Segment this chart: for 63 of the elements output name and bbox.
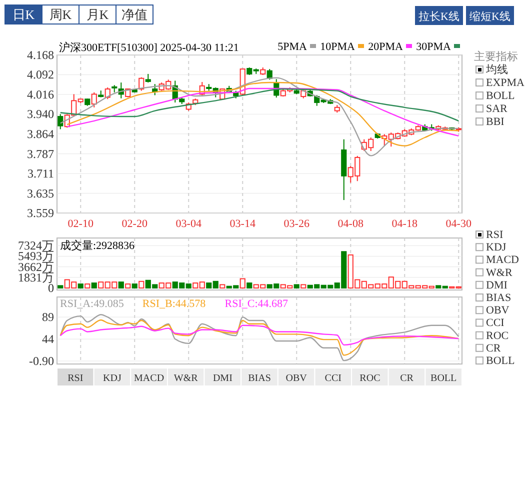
x-tick-label: 03-26 xyxy=(284,218,310,230)
y-tick-label: 44 xyxy=(42,332,54,346)
text: 周K xyxy=(49,7,72,22)
text: MACD xyxy=(486,254,520,266)
x-tick-label: 04-30 xyxy=(446,218,472,230)
text: DMI xyxy=(486,279,508,292)
text: 拉长K线 xyxy=(418,10,460,23)
text: SAR xyxy=(486,103,508,115)
x-tick-label: 03-14 xyxy=(230,218,256,230)
y-tick-label: 3.787 xyxy=(27,146,54,161)
text: BBI xyxy=(486,116,505,128)
x-tick-label: 03-04 xyxy=(176,218,202,230)
annotation: 成交量:2928836 xyxy=(60,239,136,252)
text: MACD xyxy=(134,373,164,384)
text: BOLL xyxy=(430,373,457,384)
text: CR xyxy=(486,342,502,354)
series-label: RSI_C:44.687 xyxy=(224,298,289,310)
y-tick-label: 4.016 xyxy=(27,87,54,102)
y-tick-label: 3.635 xyxy=(27,186,54,200)
text: KDJ xyxy=(486,242,507,254)
text: BOLL xyxy=(486,355,515,367)
text: EXPMA xyxy=(486,77,525,89)
series-label: RSI_B:44.578 xyxy=(142,298,206,310)
legend-label: 30PMA xyxy=(416,41,452,53)
text: CCI xyxy=(486,317,505,330)
y-tick-label: 3.940 xyxy=(27,107,54,122)
text: W&R xyxy=(486,266,513,279)
text: CR xyxy=(400,373,414,384)
text: RSI xyxy=(68,373,84,384)
text: RSI xyxy=(486,229,504,241)
x-tick-label: 02-10 xyxy=(68,218,94,230)
text: 均线 xyxy=(485,63,508,76)
x-tick-label: 04-08 xyxy=(338,218,364,230)
text: OBV xyxy=(286,373,308,384)
x-tick-label: 04-18 xyxy=(392,218,418,230)
y-tick-label: 89 xyxy=(42,310,54,324)
text: 主要指标 xyxy=(474,50,518,63)
legend-label: 20PMA xyxy=(368,41,404,53)
text: W&R xyxy=(174,373,198,384)
text: 日K xyxy=(12,7,36,22)
text: BIAS xyxy=(486,292,512,304)
series-label: RSI_A:49.085 xyxy=(60,298,124,310)
text: KDJ xyxy=(103,373,122,384)
y-tick-label: 4.092 xyxy=(27,68,54,82)
legend-label: 10PMA xyxy=(320,41,356,53)
y-tick-label: 3.711 xyxy=(27,166,54,181)
y-tick-label: 3.559 xyxy=(27,206,54,220)
text: OBV xyxy=(486,304,510,317)
text: DMI xyxy=(212,373,232,384)
text: 净值 xyxy=(122,7,148,22)
y-tick-label: 4.168 xyxy=(27,48,54,62)
y-tick-label: 3.864 xyxy=(27,126,54,141)
chart-title: 沪深300ETF[510300] 2025-04-30 11:21 xyxy=(59,41,239,54)
text: ROC xyxy=(360,373,381,384)
text: BOLL xyxy=(486,90,515,102)
y-tick-label: -0.90 xyxy=(29,354,54,368)
x-tick-label: 02-20 xyxy=(122,218,148,230)
text: 月K xyxy=(86,7,110,22)
text: BIAS xyxy=(248,373,271,384)
text: 缩短K线 xyxy=(470,10,510,23)
text: ROC xyxy=(486,330,509,342)
legend-label: 5PMA xyxy=(278,41,308,53)
text: CCI xyxy=(324,373,342,384)
